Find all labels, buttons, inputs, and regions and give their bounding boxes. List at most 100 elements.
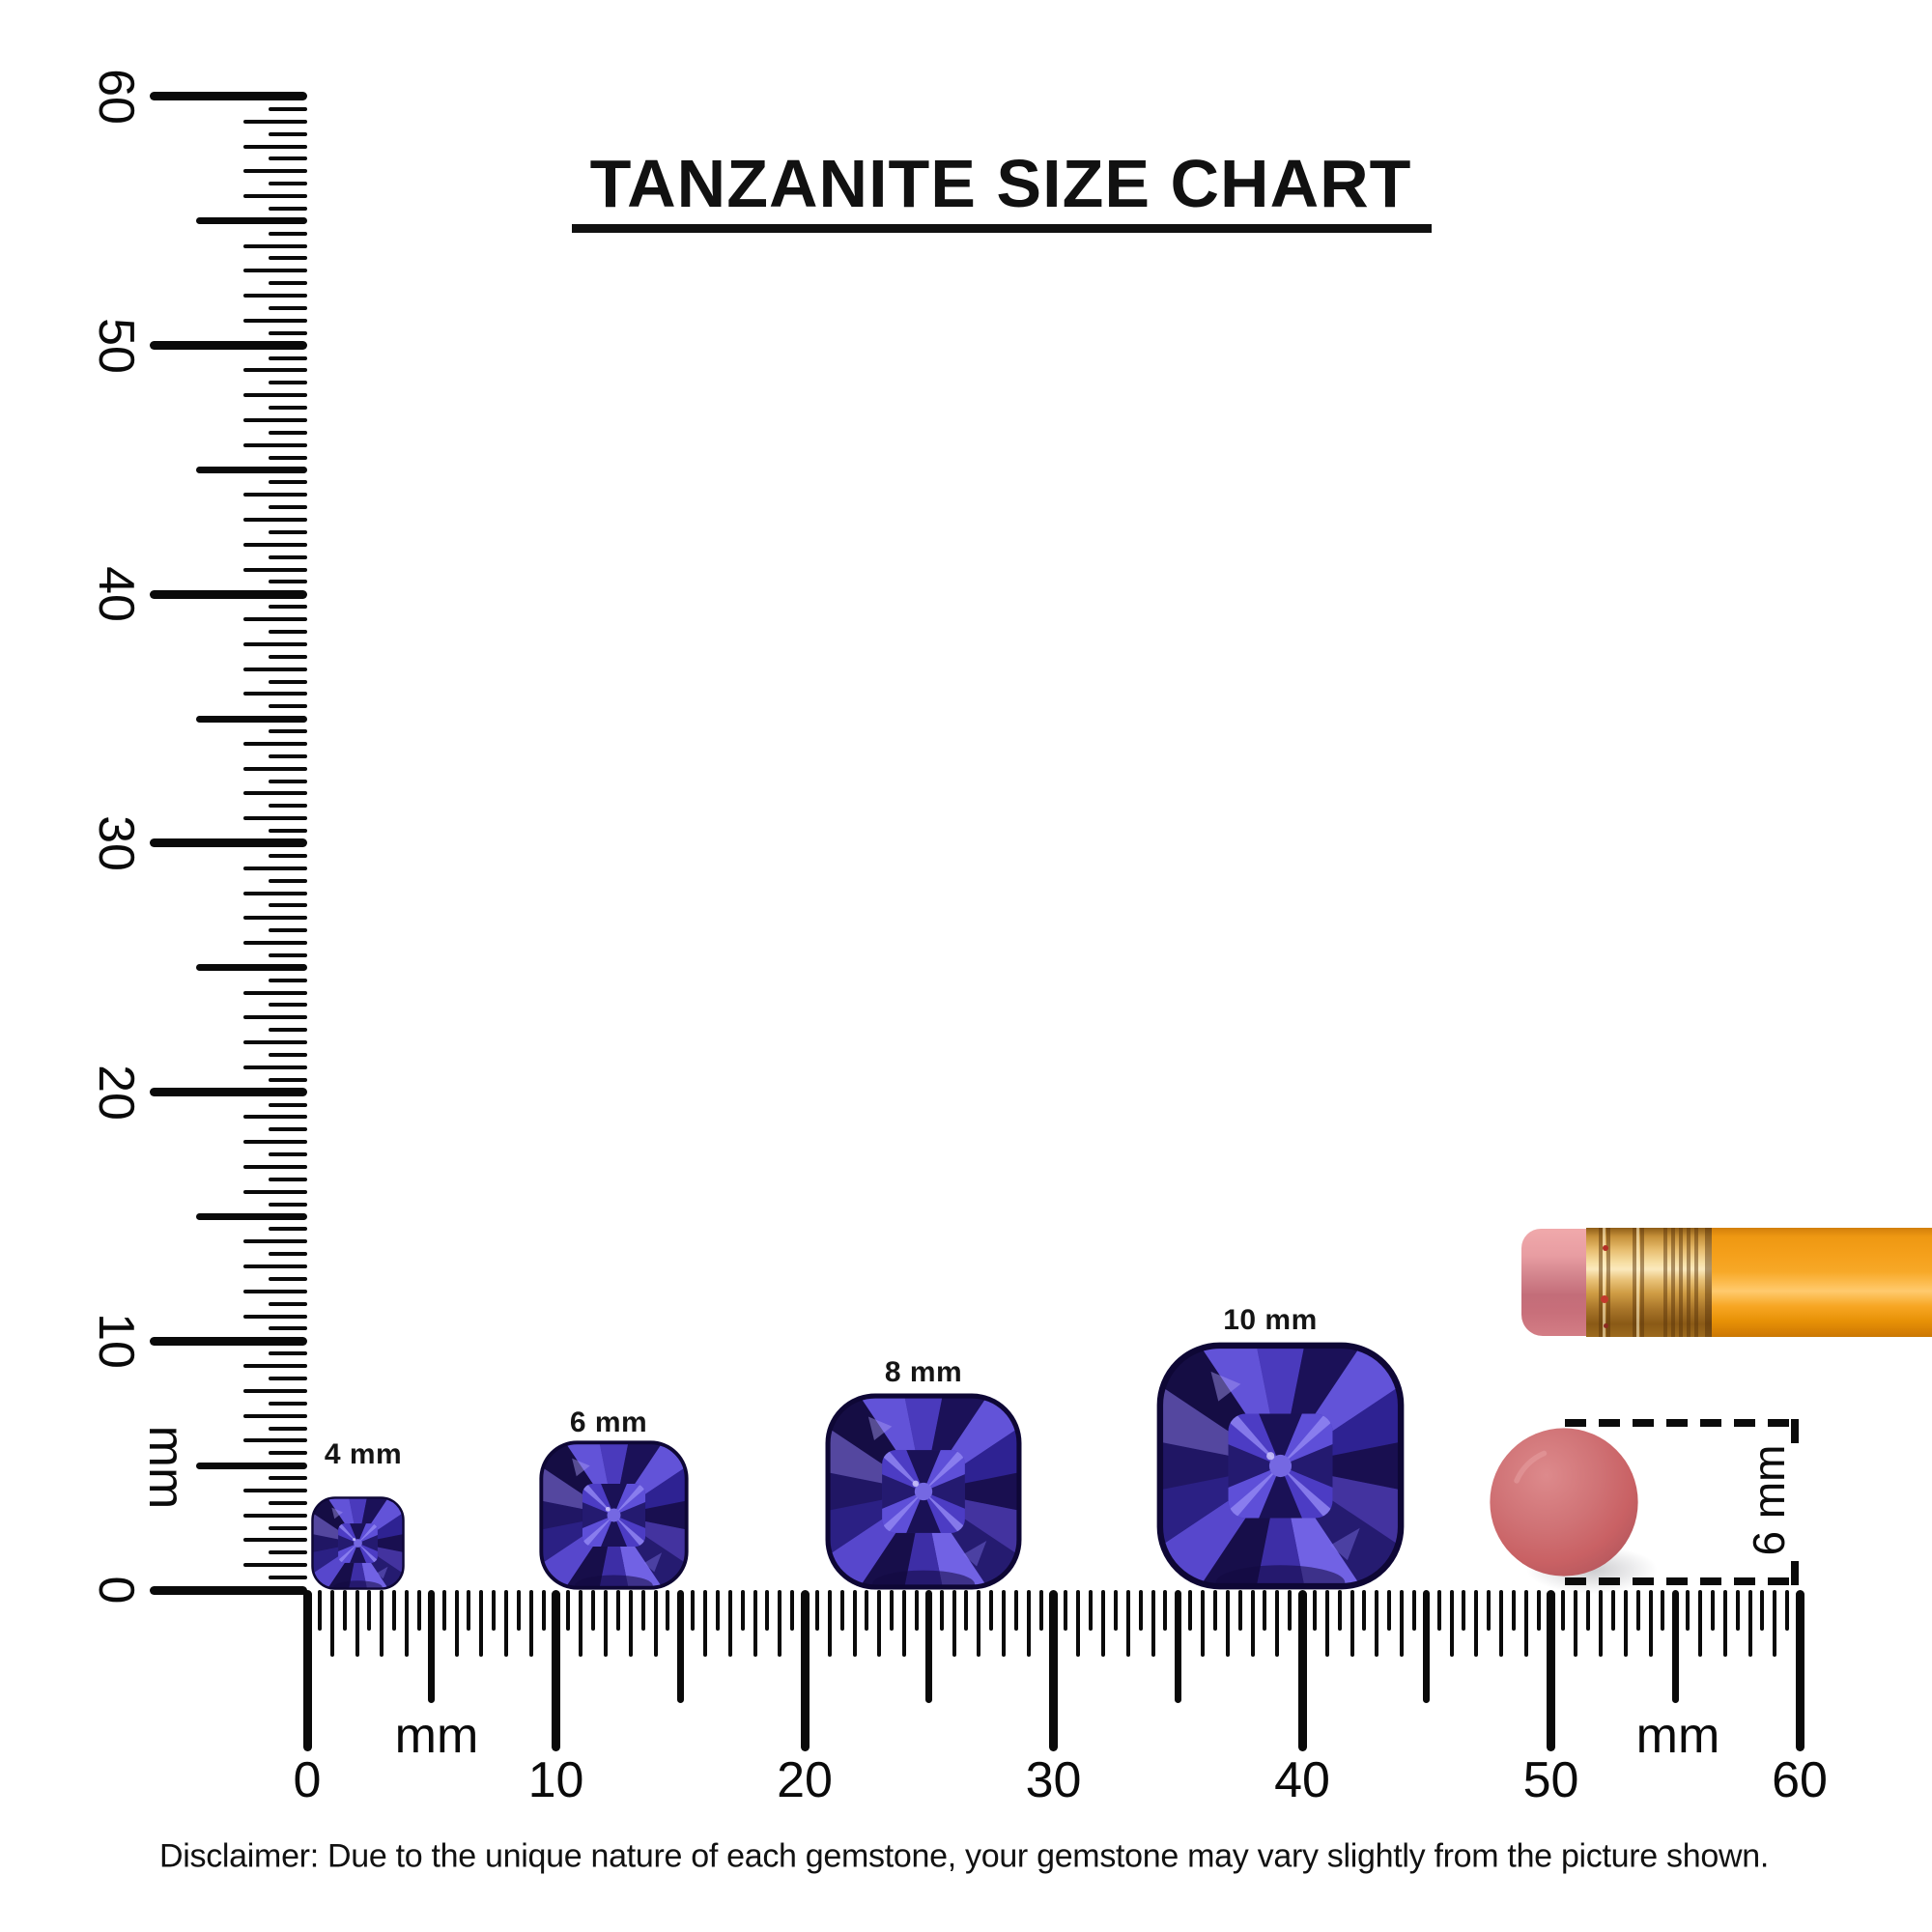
vertical-ruler-tick	[243, 393, 307, 398]
vertical-ruler-tick	[269, 529, 307, 534]
vertical-ruler-tick	[269, 206, 307, 211]
horizontal-ruler-tick	[1523, 1590, 1528, 1657]
vertical-ruler-tick	[243, 442, 307, 447]
horizontal-ruler-tick	[1013, 1590, 1018, 1631]
vertical-ruler-tick	[243, 1015, 307, 1020]
vertical-ruler-tick	[243, 1264, 307, 1269]
vertical-ruler-tick	[196, 1462, 307, 1469]
vertical-ruler-tick	[269, 1127, 307, 1132]
vertical-ruler-tick	[269, 679, 307, 684]
vertical-ruler-tick	[269, 1351, 307, 1356]
horizontal-ruler-tick	[1648, 1590, 1653, 1657]
horizontal-ruler-tick	[1671, 1590, 1679, 1703]
vertical-ruler-tick	[269, 978, 307, 982]
vertical-ruler-tick	[269, 1152, 307, 1157]
horizontal-ruler-tick	[516, 1590, 521, 1631]
horizontal-ruler-tick	[329, 1590, 334, 1657]
vertical-ruler-tick	[243, 518, 307, 523]
vertical-ruler-tick	[243, 990, 307, 995]
vertical-ruler-tick	[243, 567, 307, 572]
horizontal-ruler-tick	[1337, 1590, 1342, 1631]
page-title: TANZANITE SIZE CHART	[589, 146, 1412, 221]
horizontal-ruler-tick	[367, 1590, 372, 1631]
horizontal-ruler-tick	[1002, 1590, 1006, 1657]
vertical-ruler-tick	[243, 368, 307, 373]
horizontal-ruler-tick	[852, 1590, 857, 1657]
horizontal-ruler-tick	[615, 1590, 620, 1631]
dashed-stub-top-right	[1791, 1419, 1799, 1443]
gem-size-label: 6 mm	[569, 1406, 648, 1438]
horizontal-ruler-tick	[691, 1590, 696, 1631]
vertical-ruler-tick	[269, 1451, 307, 1456]
horizontal-ruler-tick	[1561, 1590, 1566, 1631]
vertical-ruler-tick	[269, 330, 307, 335]
horizontal-ruler-tick	[355, 1590, 359, 1657]
vertical-ruler-tick	[243, 493, 307, 497]
vertical-ruler-tick	[269, 1476, 307, 1481]
horizontal-ruler-number: 20	[777, 1752, 833, 1808]
gem-size-label: 4 mm	[324, 1438, 403, 1470]
horizontal-ruler-tick	[541, 1590, 546, 1631]
horizontal-ruler-tick	[1747, 1590, 1752, 1657]
horizontal-ruler-tick	[1586, 1590, 1591, 1631]
horizontal-ruler-tick	[604, 1590, 608, 1657]
vertical-ruler-number: 20	[88, 1064, 144, 1121]
horizontal-ruler-tick	[727, 1590, 732, 1657]
vertical-ruler-tick	[269, 406, 307, 411]
ferrule-rib	[1679, 1228, 1683, 1337]
horizontal-ruler-tick	[753, 1590, 757, 1657]
horizontal-ruler-tick	[790, 1590, 795, 1631]
horizontal-ruler-tick	[778, 1590, 782, 1657]
horizontal-ruler-tick	[1710, 1590, 1715, 1631]
horizontal-ruler-tick	[839, 1590, 844, 1631]
horizontal-ruler-unit-label-right: mm	[1635, 1708, 1720, 1764]
pencil	[1521, 1228, 1932, 1337]
vertical-ruler-tick	[243, 1488, 307, 1492]
round-eraser	[1488, 1426, 1640, 1578]
vertical-ruler-tick	[269, 605, 307, 610]
vertical-ruler-tick	[269, 1202, 307, 1207]
horizontal-ruler-tick	[964, 1590, 969, 1631]
vertical-ruler-tick	[269, 753, 307, 758]
horizontal-ruler-tick	[1547, 1590, 1555, 1751]
horizontal-ruler-tick	[1288, 1590, 1293, 1631]
horizontal-ruler-tick	[676, 1590, 684, 1703]
horizontal-ruler-tick	[1795, 1590, 1804, 1751]
vertical-ruler-tick	[243, 1040, 307, 1045]
horizontal-ruler-tick	[1076, 1590, 1081, 1657]
horizontal-ruler-tick	[1400, 1590, 1404, 1657]
vertical-ruler-tick	[243, 119, 307, 124]
ferrule-groove	[1633, 1228, 1636, 1337]
horizontal-ruler-tick	[1698, 1590, 1702, 1657]
horizontal-ruler-tick	[1735, 1590, 1740, 1631]
vertical-ruler-tick	[243, 692, 307, 696]
vertical-ruler-tick	[243, 891, 307, 895]
vertical-ruler-tick	[269, 779, 307, 783]
vertical-ruler-tick	[196, 715, 307, 723]
horizontal-ruler-tick	[890, 1590, 895, 1631]
vertical-ruler-tick	[243, 1438, 307, 1443]
horizontal-ruler-tick	[1499, 1590, 1503, 1657]
gem-graphic	[1156, 1342, 1404, 1590]
horizontal-ruler-tick	[666, 1590, 670, 1631]
vertical-ruler-tick	[243, 1563, 307, 1568]
ferrule-groove	[1640, 1228, 1644, 1337]
horizontal-ruler-tick	[1423, 1590, 1431, 1703]
vertical-ruler-tick	[243, 916, 307, 921]
vertical-ruler-tick	[150, 92, 307, 101]
horizontal-ruler-tick	[715, 1590, 720, 1631]
gem-8mm	[825, 1393, 1022, 1590]
vertical-ruler-tick	[243, 169, 307, 174]
horizontal-ruler-tick	[1125, 1590, 1130, 1657]
vertical-ruler-tick	[269, 1401, 307, 1406]
horizontal-ruler-tick	[1089, 1590, 1094, 1631]
vertical-ruler-tick	[150, 838, 307, 848]
horizontal-ruler-tick	[302, 1590, 312, 1751]
ferrule-rib	[1671, 1228, 1675, 1337]
horizontal-ruler-tick	[1686, 1590, 1690, 1631]
vertical-ruler-tick	[243, 1388, 307, 1393]
horizontal-ruler-tick	[552, 1590, 560, 1751]
horizontal-ruler-tick	[1188, 1590, 1193, 1631]
ferrule-groove-highlight	[1603, 1228, 1605, 1337]
